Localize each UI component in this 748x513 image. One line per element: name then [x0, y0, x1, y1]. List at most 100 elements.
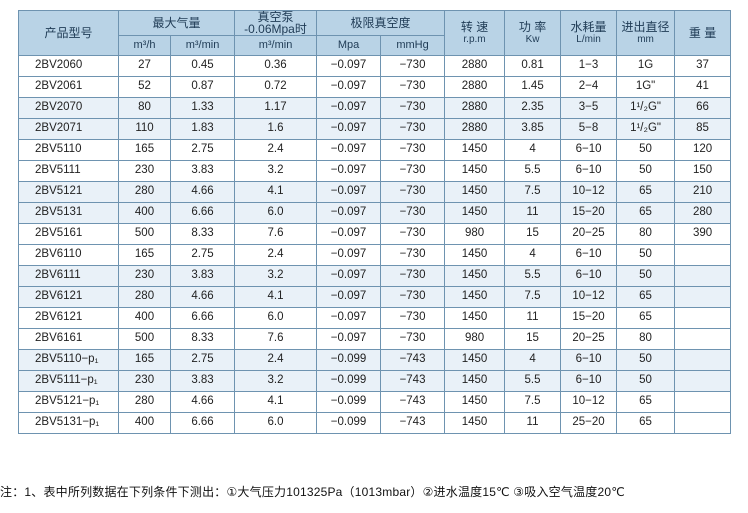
- cell-diameter: 65: [616, 307, 676, 329]
- cell-max-air-m3h: 110: [118, 118, 171, 140]
- header-vacuum-pump: 真空泵 -0.06Mpa时: [234, 10, 318, 36]
- cell-model: 2BV2070: [18, 97, 119, 119]
- cell-max-air-m3min: 1.83: [169, 118, 236, 140]
- header-unit-m3min-pump: m³/min: [234, 35, 318, 56]
- cell-model: 2BV5131: [18, 202, 119, 224]
- cell-power: 2.35: [504, 97, 562, 119]
- cell-model: 2BV2060: [18, 55, 119, 77]
- cell-power: 1.45: [504, 76, 562, 98]
- cell-speed: 1450: [444, 181, 506, 203]
- cell-max-air-m3h: 400: [118, 412, 171, 434]
- cell-diameter: 65: [616, 412, 676, 434]
- cell-weight: 37: [674, 55, 732, 77]
- cell-weight: [674, 286, 732, 308]
- cell-water: 10−12: [560, 286, 618, 308]
- cell-limit-vacuum-mmhg: −730: [380, 139, 446, 161]
- cell-diameter: 65: [616, 391, 676, 413]
- cell-water: 10−12: [560, 181, 618, 203]
- cell-max-air-m3min: 4.66: [169, 391, 236, 413]
- cell-weight: [674, 328, 732, 350]
- cell-speed: 1450: [444, 244, 506, 266]
- header-unit-mmhg: mmHg: [380, 35, 446, 56]
- header-water-label: 水耗量: [570, 20, 607, 34]
- cell-limit-vacuum-mmhg: −730: [380, 181, 446, 203]
- header-speed-sub: r.p.m: [463, 34, 486, 45]
- header-model: 产品型号: [18, 10, 119, 56]
- cell-vacuum-pump-m3min: 6.0: [234, 202, 318, 224]
- cell-limit-vacuum-mmhg: −730: [380, 76, 446, 98]
- cell-vacuum-pump-m3min: 3.2: [234, 370, 318, 392]
- table-row: 2BV6110 165 2.75 2.4 −0.097 −730 1450 4 6−10 50: [18, 244, 732, 266]
- cell-weight: [674, 391, 732, 413]
- cell-weight: 120: [674, 139, 732, 161]
- cell-max-air-m3min: 8.33: [169, 223, 236, 245]
- cell-vacuum-pump-m3min: 7.6: [234, 328, 318, 350]
- cell-water: 20−25: [560, 223, 618, 245]
- cell-water: 25−20: [560, 412, 618, 434]
- cell-speed: 1450: [444, 202, 506, 224]
- cell-speed: 1450: [444, 412, 506, 434]
- cell-power: 3.85: [504, 118, 562, 140]
- cell-vacuum-pump-m3min: 4.1: [234, 181, 318, 203]
- cell-water: 6−10: [560, 370, 618, 392]
- cell-max-air-m3min: 6.66: [169, 202, 236, 224]
- cell-vacuum-pump-m3min: 1.17: [234, 97, 318, 119]
- header-water-sub: L/min: [576, 34, 601, 45]
- cell-max-air-m3min: 2.75: [169, 244, 236, 266]
- cell-limit-vacuum-mpa: −0.097: [316, 286, 382, 308]
- header-unit-m3min: m³/min: [169, 35, 236, 56]
- cell-limit-vacuum-mmhg: −743: [380, 391, 446, 413]
- cell-limit-vacuum-mpa: −0.097: [316, 265, 382, 287]
- cell-power: 15: [504, 328, 562, 350]
- cell-water: 2−4: [560, 76, 618, 98]
- table-body: 2BV2060 27 0.45 0.36 −0.097 −730 2880 0.81 1−3 1G…: [18, 55, 732, 434]
- table-row: 2BV2061 52 0.87 0.72 −0.097 −730 2880 1.45 2−4 1G…: [18, 76, 732, 98]
- header-power: 功 率 Kw: [504, 10, 562, 56]
- cell-water: 3−5: [560, 97, 618, 119]
- cell-vacuum-pump-m3min: 0.36: [234, 55, 318, 77]
- cell-speed: 2880: [444, 97, 506, 119]
- cell-diameter: 65: [616, 286, 676, 308]
- cell-vacuum-pump-m3min: 6.0: [234, 307, 318, 329]
- table-row: 2BV5131−p₁ 400 6.66 6.0 −0.099 −743 1450 11 25−2…: [18, 412, 732, 434]
- cell-limit-vacuum-mmhg: −730: [380, 244, 446, 266]
- table-row: 2BV5131 400 6.66 6.0 −0.097 −730 1450 11 15−20 65…: [18, 202, 732, 224]
- cell-speed: 2880: [444, 55, 506, 77]
- cell-speed: 1450: [444, 349, 506, 371]
- cell-power: 4: [504, 349, 562, 371]
- cell-water: 15−20: [560, 202, 618, 224]
- cell-power: 7.5: [504, 286, 562, 308]
- table-row: 2BV5161 500 8.33 7.6 −0.097 −730 980 15 20−25 80 3…: [18, 223, 732, 245]
- cell-max-air-m3h: 52: [118, 76, 171, 98]
- cell-diameter: 50: [616, 244, 676, 266]
- cell-power: 5.5: [504, 370, 562, 392]
- cell-max-air-m3min: 3.83: [169, 265, 236, 287]
- header-vacuum-pump-label: 真空泵: [257, 10, 294, 24]
- cell-vacuum-pump-m3min: 4.1: [234, 286, 318, 308]
- table-row: 2BV6161 500 8.33 7.6 −0.097 −730 980 15 20−25 80: [18, 328, 732, 350]
- header-vacuum-pump-sub: -0.06Mpa时: [244, 22, 307, 36]
- cell-water: 6−10: [560, 244, 618, 266]
- spec-table: 产品型号 最大气量 真空泵 -0.06Mpa时 极限真空度 转 速 r.p.m …: [18, 10, 732, 434]
- cell-limit-vacuum-mmhg: −730: [380, 160, 446, 182]
- cell-weight: 85: [674, 118, 732, 140]
- cell-max-air-m3h: 165: [118, 349, 171, 371]
- cell-speed: 1450: [444, 370, 506, 392]
- cell-max-air-m3h: 400: [118, 202, 171, 224]
- cell-max-air-m3min: 6.66: [169, 412, 236, 434]
- table-row: 2BV6111 230 3.83 3.2 −0.097 −730 1450 5.5 6−10 50: [18, 265, 732, 287]
- cell-speed: 2880: [444, 76, 506, 98]
- cell-limit-vacuum-mmhg: −743: [380, 412, 446, 434]
- cell-diameter: 1¹/₂G": [616, 118, 676, 140]
- cell-model: 2BV5161: [18, 223, 119, 245]
- cell-diameter: 80: [616, 223, 676, 245]
- cell-limit-vacuum-mpa: −0.097: [316, 202, 382, 224]
- cell-vacuum-pump-m3min: 7.6: [234, 223, 318, 245]
- cell-max-air-m3h: 165: [118, 244, 171, 266]
- header-limit-vacuum: 极限真空度: [316, 10, 446, 36]
- cell-diameter: 80: [616, 328, 676, 350]
- cell-limit-vacuum-mpa: −0.097: [316, 76, 382, 98]
- cell-limit-vacuum-mpa: −0.097: [316, 244, 382, 266]
- cell-power: 11: [504, 307, 562, 329]
- cell-limit-vacuum-mmhg: −730: [380, 307, 446, 329]
